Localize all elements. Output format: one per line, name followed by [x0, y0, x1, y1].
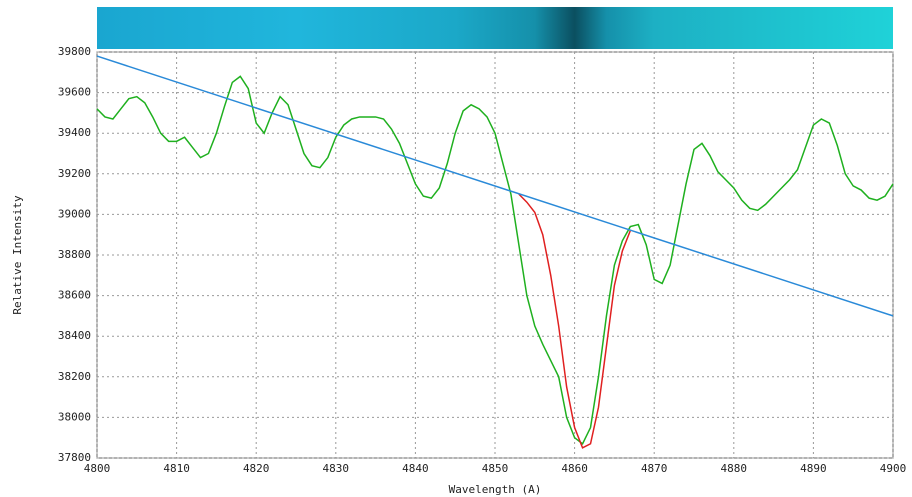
chart: Wavelength (A) Relative Intensity 378003… — [0, 0, 912, 497]
x-tick-label: 4860 — [561, 462, 588, 475]
x-tick-label: 4900 — [880, 462, 907, 475]
y-tick-label: 38200 — [58, 370, 91, 383]
x-tick-label: 4830 — [323, 462, 350, 475]
x-tick-label: 4890 — [800, 462, 827, 475]
y-tick-label: 39600 — [58, 86, 91, 99]
series-line — [97, 56, 893, 316]
x-tick-label: 4840 — [402, 462, 429, 475]
y-tick-label: 38800 — [58, 248, 91, 261]
y-tick-label: 38400 — [58, 329, 91, 342]
x-tick-label: 4880 — [721, 462, 748, 475]
x-tick-label: 4810 — [163, 462, 190, 475]
x-tick-label: 4820 — [243, 462, 270, 475]
spectrum-strip — [97, 7, 893, 49]
y-tick-label: 38600 — [58, 289, 91, 302]
y-tick-label: 39400 — [58, 126, 91, 139]
y-tick-label: 39200 — [58, 167, 91, 180]
x-tick-label: 4800 — [84, 462, 111, 475]
y-axis-label: Relative Intensity — [11, 195, 24, 315]
x-axis-label: Wavelength (A) — [449, 483, 542, 496]
y-tick-label: 38000 — [58, 410, 91, 423]
x-tick-label: 4850 — [482, 462, 509, 475]
y-tick-label: 39000 — [58, 207, 91, 220]
x-tick-label: 4870 — [641, 462, 668, 475]
y-tick-label: 39800 — [58, 45, 91, 58]
